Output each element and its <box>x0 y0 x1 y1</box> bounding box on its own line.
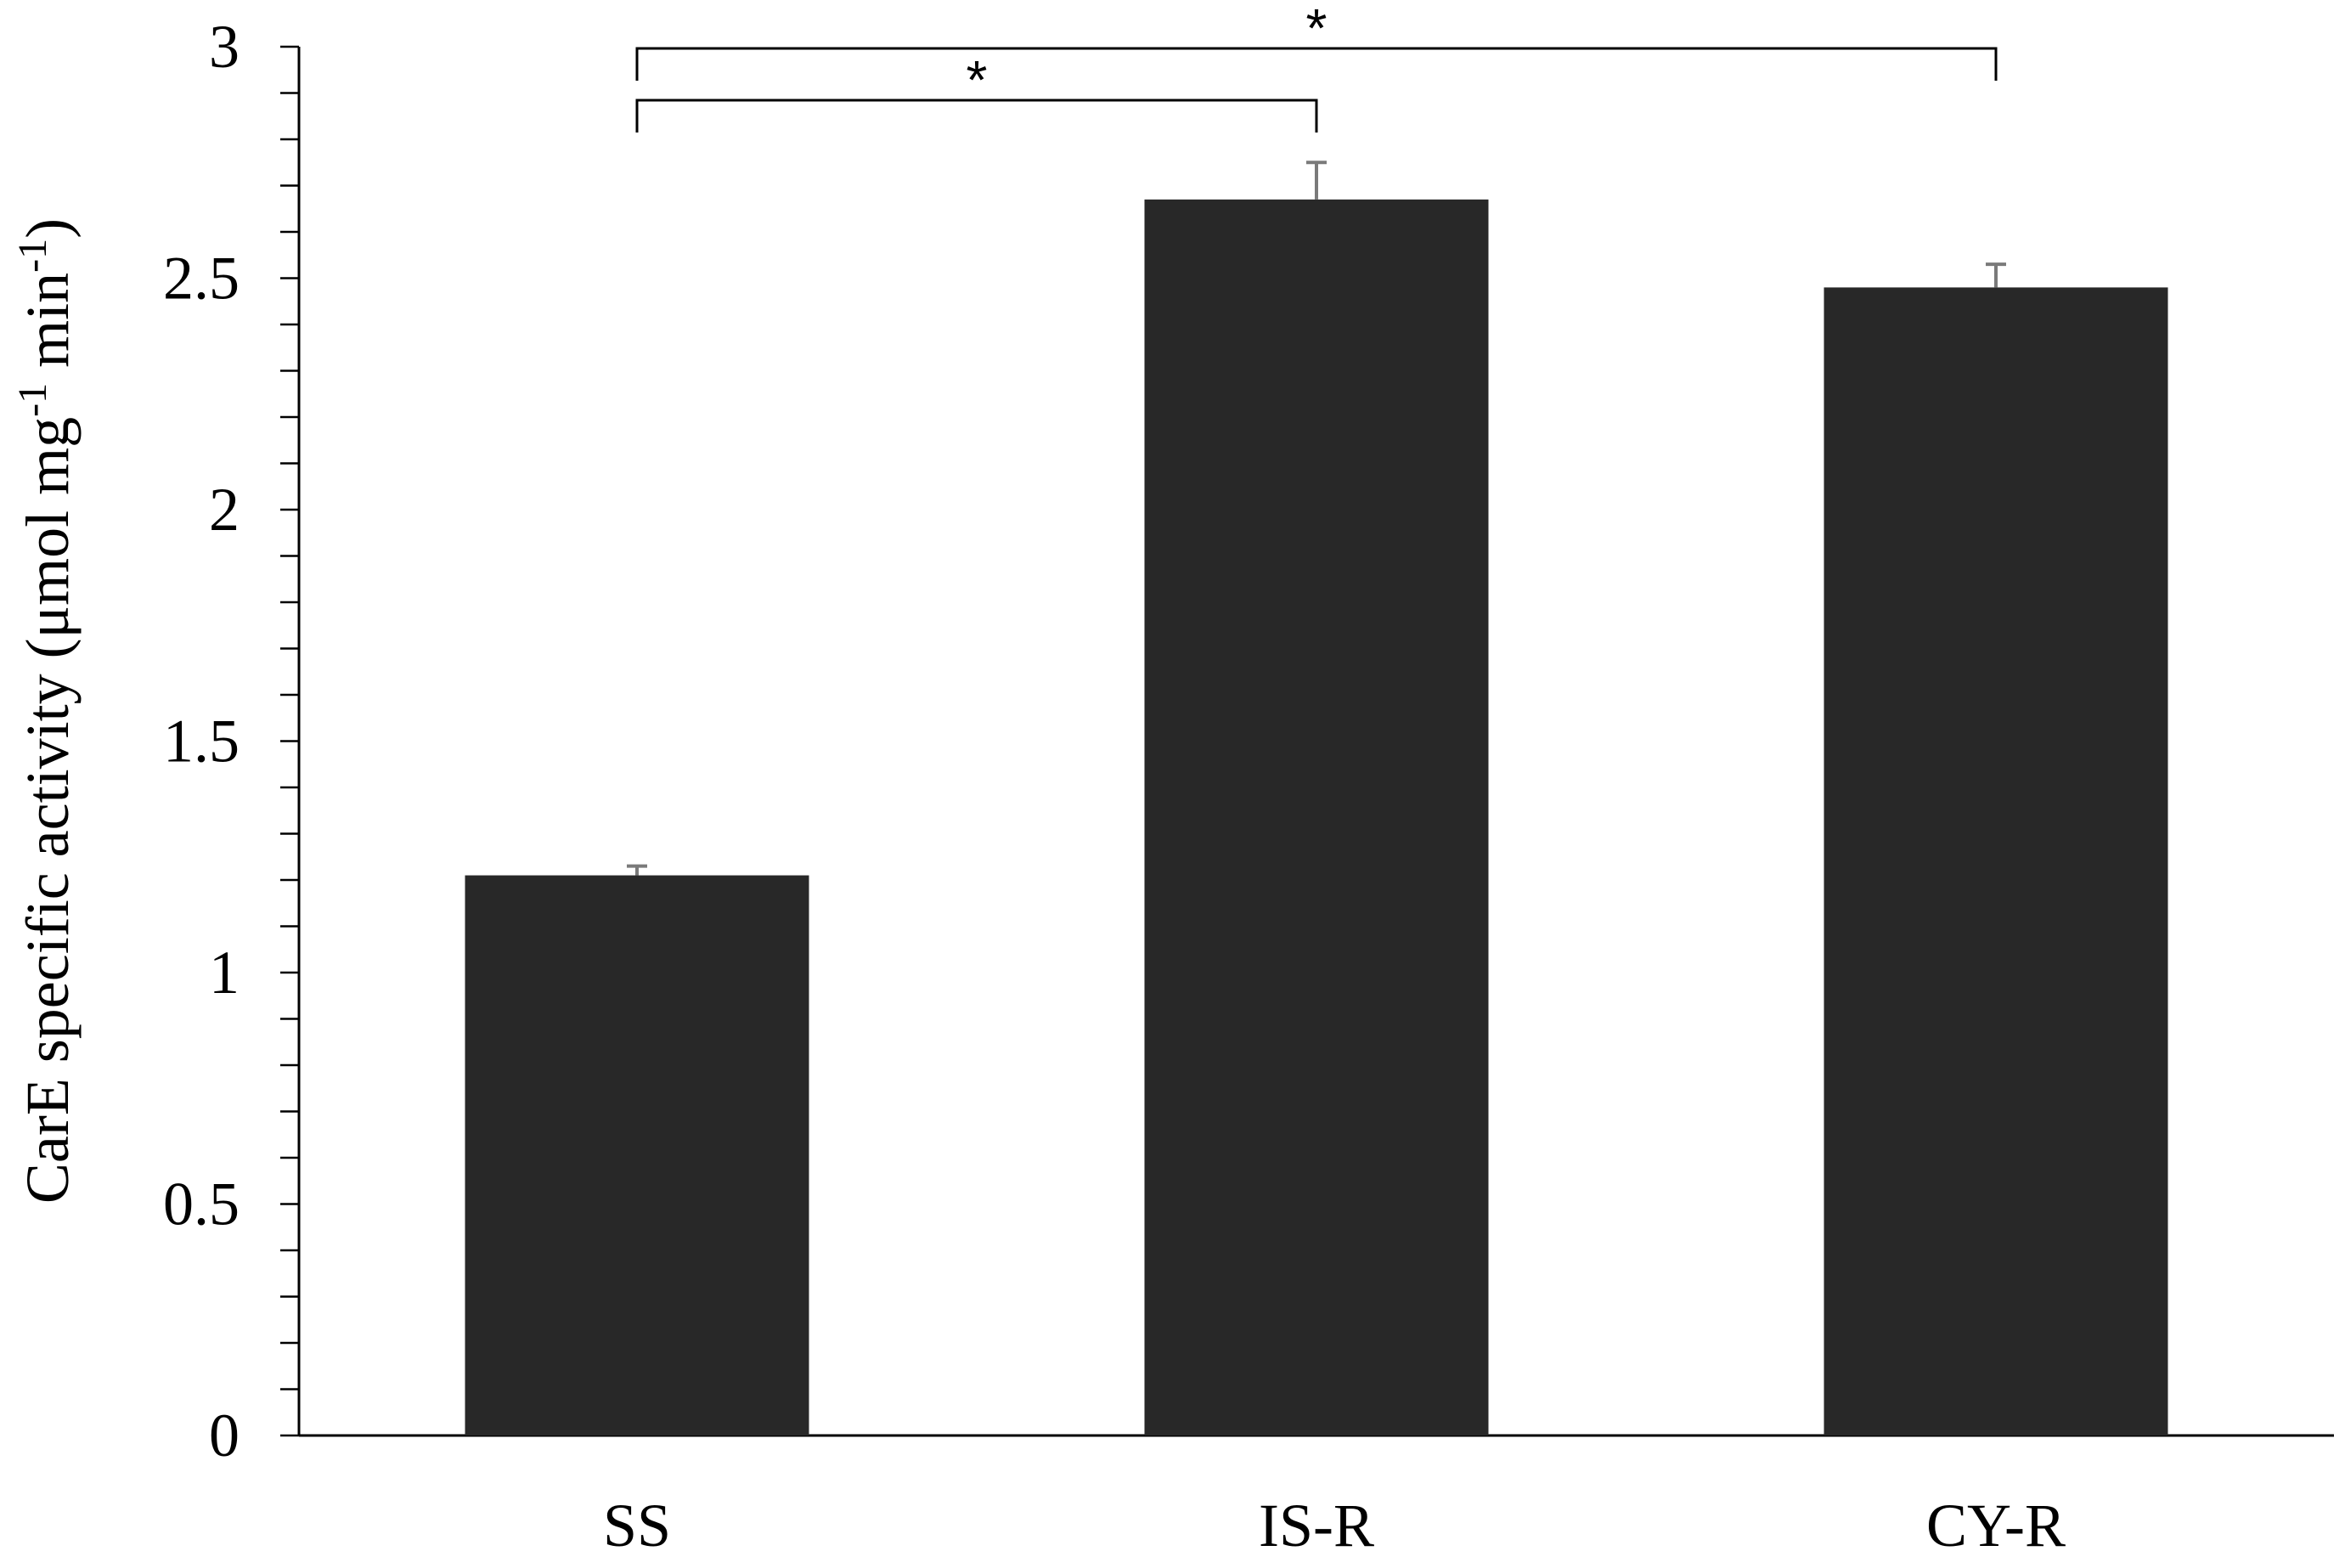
bar <box>465 875 809 1435</box>
y-axis-title-prefix: CarE specific activity (μmol mg <box>14 417 82 1204</box>
y-tick-label: 0 <box>209 1402 240 1469</box>
y-tick-label: 3 <box>209 13 240 81</box>
y-tick-label: 2.5 <box>163 245 240 313</box>
y-tick-label: 0.5 <box>163 1170 240 1238</box>
y-tick-label: 1.5 <box>163 708 240 776</box>
plot-area: 0 0.5 1 1.5 2 2.5 3 SS IS-R CY-R * * <box>163 0 2334 1560</box>
y-axis-title-middle: min <box>14 273 82 383</box>
y-axis-title-sup2: -1 <box>10 239 55 273</box>
x-category-label: CY-R <box>1926 1492 2066 1560</box>
bar <box>1144 199 1489 1436</box>
significance-label: * <box>967 49 988 110</box>
x-category-label: SS <box>603 1492 671 1560</box>
significance-label: * <box>1306 0 1328 59</box>
bar <box>1824 287 2168 1435</box>
significance-bracket <box>635 99 1318 133</box>
y-tick-label: 2 <box>209 476 240 544</box>
y-axis-title: CarE specific activity (μmol mg-1 min-1) <box>10 218 82 1204</box>
y-tick-label: 1 <box>209 939 240 1007</box>
significance-bracket <box>635 47 1998 81</box>
y-axis-title-sup1: -1 <box>10 383 55 417</box>
x-category-label: IS-R <box>1259 1492 1374 1560</box>
y-axis-title-suffix: ) <box>14 218 82 239</box>
